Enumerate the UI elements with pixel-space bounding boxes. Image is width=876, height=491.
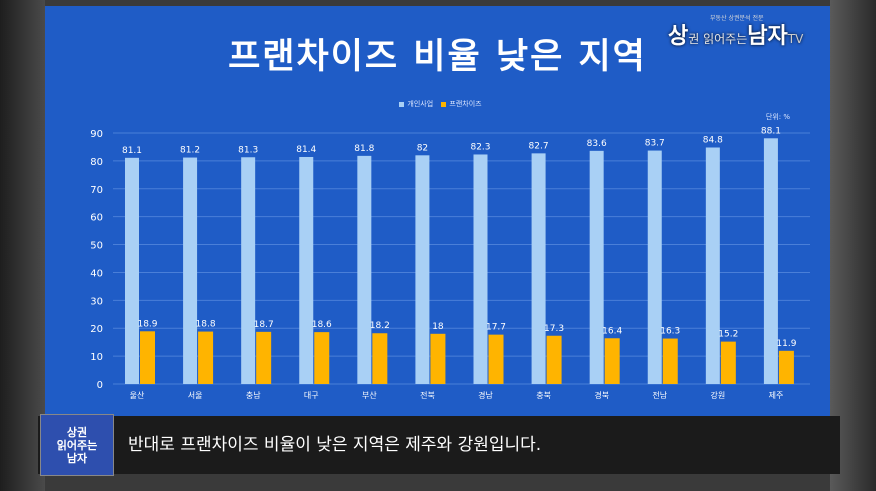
subtitle-text: 반대로 프랜차이즈 비율이 낮은 지역은 제주와 강원입니다. xyxy=(128,435,542,455)
bar-series2 xyxy=(662,338,678,384)
x-tick-label: 경남 xyxy=(478,390,493,400)
chart-legend: 개인사업 프랜차이즈 xyxy=(45,99,830,109)
bar-series2 xyxy=(140,331,155,384)
bar-series1 xyxy=(357,155,372,384)
bar-series1 xyxy=(415,155,430,384)
data-label-series1: 82 xyxy=(417,143,428,153)
y-tick-label: 40 xyxy=(90,268,103,279)
x-tick-label: 전남 xyxy=(652,390,667,400)
channel-logo: 상권 읽어주는 남자 xyxy=(40,414,114,476)
data-label-series1: 83.7 xyxy=(645,139,665,149)
bar-series2 xyxy=(198,331,214,384)
watermark-part1: 상 xyxy=(668,24,689,49)
watermark-tagline: 부동산 상권분석 전문 xyxy=(710,15,764,22)
bar-series2 xyxy=(314,332,330,384)
bar-series1 xyxy=(705,147,720,384)
watermark-tv: TV xyxy=(787,32,804,46)
data-label-series1: 81.1 xyxy=(122,146,142,156)
watermark-part3: 남자 xyxy=(747,24,788,49)
x-tick-label: 충남 xyxy=(246,391,261,400)
y-tick-label: 80 xyxy=(90,157,103,168)
data-label-series2: 15.2 xyxy=(718,330,738,340)
x-tick-label: 경북 xyxy=(594,390,609,400)
legend-label-series2: 프랜차이즈 xyxy=(449,100,482,108)
bar-series2 xyxy=(720,341,736,384)
chart-slide: 프랜차이즈 비율 낮은 지역 개인사업 프랜차이즈 단위: % 0 10 20 30 4… xyxy=(45,6,830,418)
bar-series2 xyxy=(372,333,388,384)
data-label-series2: 11.9 xyxy=(776,339,796,349)
x-tick-label: 충북 xyxy=(536,391,551,400)
channel-watermark: 부동산 상권분석 전문 상권 읽어주는남자TV xyxy=(668,10,868,50)
data-label-series1: 81.2 xyxy=(180,146,200,156)
bar-series2 xyxy=(488,334,504,384)
bar-series1 xyxy=(589,150,604,384)
x-tick-label: 제주 xyxy=(769,391,784,400)
bar-series2 xyxy=(546,335,562,384)
x-tick-label: 전북 xyxy=(420,390,435,400)
bar-series2 xyxy=(604,338,620,384)
data-label-series1: 82.7 xyxy=(529,141,549,151)
legend-label-series1: 개인사업 xyxy=(407,100,434,108)
subtitle-bar xyxy=(38,416,840,474)
data-label-series1: 83.6 xyxy=(587,139,607,149)
bar-series1 xyxy=(531,153,546,384)
y-tick-label: 10 xyxy=(90,352,103,363)
unit-label: 단위: % xyxy=(765,113,790,121)
y-tick-label: 20 xyxy=(90,324,103,335)
y-tick-label: 60 xyxy=(90,213,103,224)
data-label-series1: 88.1 xyxy=(761,126,781,136)
y-tick-label: 30 xyxy=(90,296,103,307)
data-label-series2: 18.6 xyxy=(312,320,332,330)
data-label-series2: 18.2 xyxy=(370,321,390,331)
x-tick-label: 강원 xyxy=(711,390,726,400)
data-label-series1: 82.3 xyxy=(470,142,490,152)
data-label-series2: 18.9 xyxy=(137,319,157,329)
bar-series1 xyxy=(241,157,256,384)
data-label-series2: 18.7 xyxy=(254,320,274,330)
data-label-series1: 81.4 xyxy=(296,145,316,155)
y-tick-label: 90 xyxy=(90,129,103,140)
bar-series1 xyxy=(125,157,139,384)
bar-series2 xyxy=(430,333,446,384)
data-label-series2: 16.3 xyxy=(660,327,680,337)
logo-line2: 읽어주는 xyxy=(56,438,98,452)
logo-line1: 상권 xyxy=(66,425,88,439)
y-tick-label: 0 xyxy=(97,380,103,391)
bar-chart: 0 10 20 30 40 50 60 70 80 90 81.1 18.9 울산 81.2 18.8 서울 8… xyxy=(90,126,810,400)
data-label-series2: 18 xyxy=(432,322,444,332)
bar-series1 xyxy=(647,150,662,384)
legend-swatch-series1 xyxy=(399,101,405,107)
watermark-title: 상권 읽어주는남자TV xyxy=(668,18,803,50)
data-label-series2: 16.4 xyxy=(602,326,622,336)
logo-line3: 남자 xyxy=(66,451,88,465)
bar-series2 xyxy=(256,331,272,384)
chart-title: 프랜차이즈 비율 낮은 지역 xyxy=(228,37,647,77)
background-right xyxy=(830,0,876,491)
data-label-series1: 81.8 xyxy=(354,144,374,154)
y-tick-label: 50 xyxy=(90,241,103,252)
x-tick-label: 대구 xyxy=(304,391,319,400)
data-label-series2: 17.3 xyxy=(544,324,564,334)
bar-series2 xyxy=(778,350,794,384)
bar-series1 xyxy=(299,156,314,384)
bar-series1 xyxy=(183,157,198,384)
x-tick-label: 울산 xyxy=(130,390,145,400)
y-tick-label: 70 xyxy=(90,185,103,196)
bar-series1 xyxy=(473,154,488,384)
data-label-series1: 84.8 xyxy=(703,136,723,146)
x-tick-label: 부산 xyxy=(362,390,377,400)
watermark-part2: 권 읽어주는 xyxy=(688,32,748,46)
data-label-series2: 18.8 xyxy=(196,320,216,330)
bar-series1 xyxy=(763,138,778,384)
background-left xyxy=(0,0,45,491)
legend-swatch-series2 xyxy=(441,101,447,107)
data-label-series2: 17.7 xyxy=(486,323,506,333)
data-label-series1: 81.3 xyxy=(238,145,258,155)
x-tick-label: 서울 xyxy=(188,391,203,400)
